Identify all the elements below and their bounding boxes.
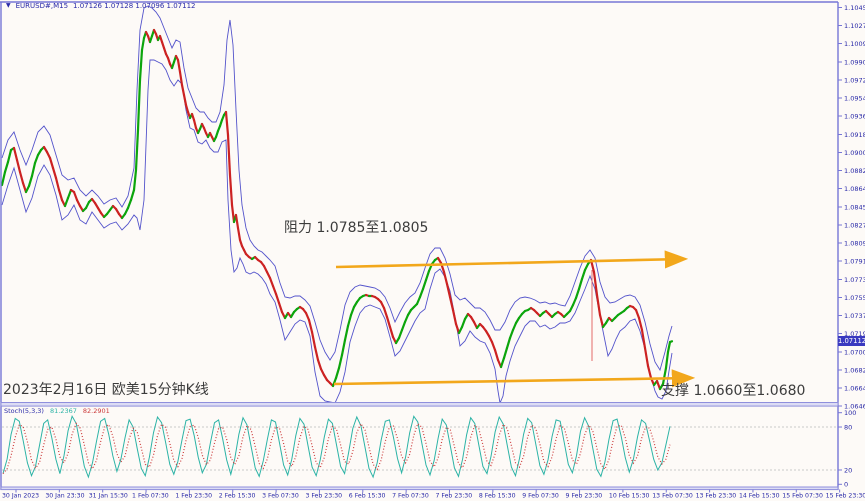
annotation-date: 2023年2月16日 欧美15分钟K线	[3, 382, 209, 398]
svg-text:1.09365: 1.09365	[844, 112, 865, 120]
svg-text:8 Feb 15:30: 8 Feb 15:30	[479, 493, 516, 500]
svg-text:1 Feb 07:30: 1 Feb 07:30	[132, 493, 169, 500]
svg-text:9 Feb 07:30: 9 Feb 07:30	[522, 493, 559, 500]
annotation-support: 支撑 1.0660至1.0680	[661, 383, 806, 399]
svg-text:30 Jan 2023: 30 Jan 2023	[2, 493, 39, 500]
svg-text:31 Jan 15:30: 31 Jan 15:30	[89, 493, 128, 500]
svg-text:13 Feb 23:30: 13 Feb 23:30	[696, 493, 737, 500]
svg-text:1.10450: 1.10450	[844, 4, 865, 12]
svg-text:1.08455: 1.08455	[844, 203, 865, 211]
svg-text:0: 0	[844, 481, 848, 489]
collapse-triangle-icon[interactable]: ▼	[6, 2, 11, 9]
svg-text:3 Feb 07:30: 3 Feb 07:30	[262, 493, 299, 500]
svg-text:1.10090: 1.10090	[844, 40, 865, 48]
svg-text:1.08640: 1.08640	[844, 185, 865, 193]
indicator-d-value: 82.2901	[82, 407, 110, 415]
svg-text:1.06825: 1.06825	[844, 366, 865, 374]
current-price-tag: 1.07112	[838, 336, 865, 346]
svg-text:20: 20	[844, 466, 852, 474]
svg-text:1.07370: 1.07370	[844, 312, 865, 320]
annotation-resistance: 阻力 1.0785至1.0805	[284, 220, 429, 236]
svg-text:10 Feb 15:30: 10 Feb 15:30	[609, 493, 650, 500]
svg-text:3 Feb 23:30: 3 Feb 23:30	[305, 493, 342, 500]
svg-text:1.07550: 1.07550	[844, 294, 865, 302]
svg-text:15 Feb 23:30: 15 Feb 23:30	[826, 493, 865, 500]
svg-text:80: 80	[844, 423, 852, 431]
indicator-k-value: 81.2367	[49, 407, 77, 415]
svg-text:15 Feb 07:30: 15 Feb 07:30	[782, 493, 823, 500]
svg-text:1.07005: 1.07005	[844, 348, 865, 356]
svg-text:1.09545: 1.09545	[844, 94, 865, 102]
svg-text:1.07915: 1.07915	[844, 257, 865, 265]
svg-text:1.08275: 1.08275	[844, 221, 865, 229]
svg-text:1.10270: 1.10270	[844, 22, 865, 30]
ohlc-values: 1.07126 1.07128 1.07096 1.07112	[73, 2, 196, 10]
svg-text:1.09180: 1.09180	[844, 131, 865, 139]
indicator-name: Stoch(5,3,3)	[4, 407, 44, 415]
svg-text:30 Jan 23:30: 30 Jan 23:30	[45, 493, 84, 500]
svg-text:2 Feb 15:30: 2 Feb 15:30	[219, 493, 256, 500]
svg-text:1.08820: 1.08820	[844, 167, 865, 175]
svg-text:1.09000: 1.09000	[844, 149, 865, 157]
svg-text:7 Feb 23:30: 7 Feb 23:30	[436, 493, 473, 500]
svg-text:1.08095: 1.08095	[844, 239, 865, 247]
svg-text:1.06645: 1.06645	[844, 384, 865, 392]
svg-text:13 Feb 07:30: 13 Feb 07:30	[652, 493, 693, 500]
indicator-label: Stoch(5,3,3) 81.2367 82.2901	[4, 407, 110, 415]
svg-text:6 Feb 15:30: 6 Feb 15:30	[349, 493, 386, 500]
svg-text:9 Feb 23:30: 9 Feb 23:30	[566, 493, 603, 500]
symbol-period-label: EURUSD#,M15	[15, 2, 69, 10]
svg-text:100: 100	[844, 409, 856, 417]
svg-text:1.07190: 1.07190	[844, 330, 865, 338]
svg-text:7 Feb 07:30: 7 Feb 07:30	[392, 493, 429, 500]
svg-text:1.09725: 1.09725	[844, 76, 865, 84]
svg-text:1.06465: 1.06465	[844, 402, 865, 410]
chart-title-bar: ▼ EURUSD#,M15 1.07126 1.07128 1.07096 1.…	[6, 2, 196, 10]
svg-text:1.07730: 1.07730	[844, 276, 865, 284]
svg-text:14 Feb 15:30: 14 Feb 15:30	[739, 493, 780, 500]
svg-text:1 Feb 23:30: 1 Feb 23:30	[175, 493, 212, 500]
svg-text:1.09905: 1.09905	[844, 58, 865, 66]
